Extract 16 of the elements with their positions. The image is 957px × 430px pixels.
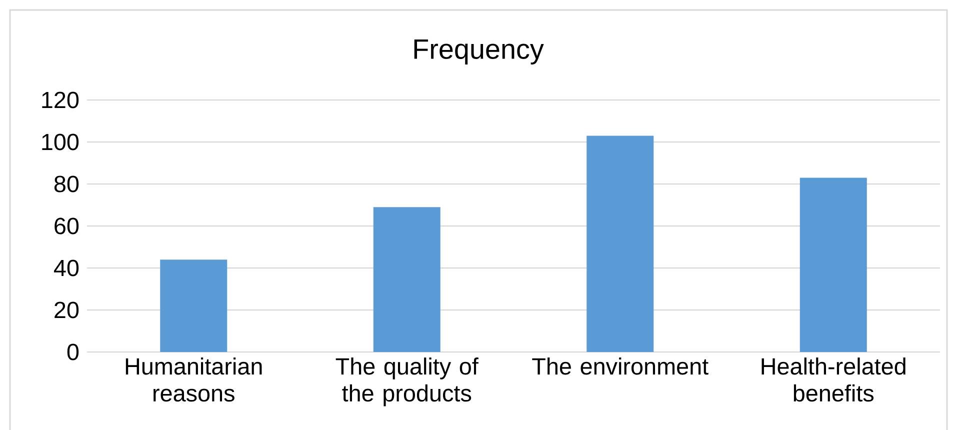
bar xyxy=(160,260,228,352)
bar xyxy=(800,178,867,352)
bar xyxy=(373,207,440,352)
y-tick-label: 20 xyxy=(54,302,79,318)
x-tick-label: The quality of the products xyxy=(336,358,478,406)
y-tick-label: 60 xyxy=(54,218,79,234)
y-tick-label: 120 xyxy=(42,92,79,108)
x-tick-label: The environment xyxy=(532,358,708,375)
x-tick-label: Humanitarian reasons xyxy=(126,358,262,402)
y-tick-label: 40 xyxy=(54,260,79,276)
y-tick-label: 0 xyxy=(67,344,79,360)
y-tick-label: 100 xyxy=(42,134,79,150)
bar xyxy=(586,136,654,352)
chart-title: Frequency xyxy=(414,40,544,64)
x-tick-label: Health-related benefits xyxy=(762,358,906,402)
y-tick-label: 80 xyxy=(54,176,79,192)
